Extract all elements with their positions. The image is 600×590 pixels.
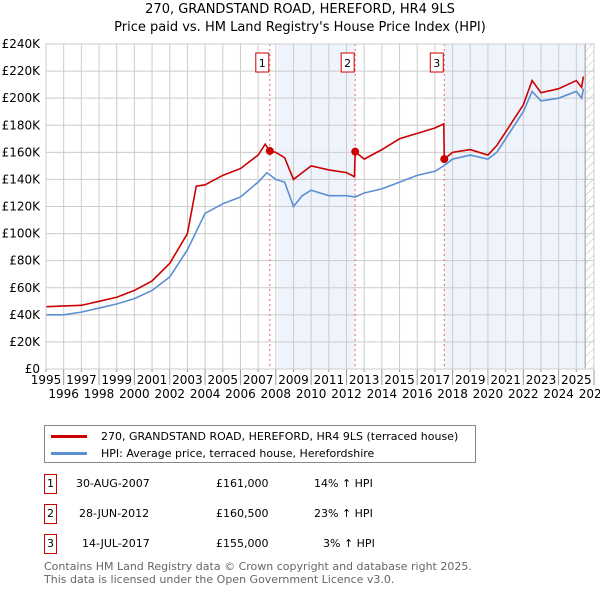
x-tick-label: 2014	[367, 387, 398, 401]
legend-label: HPI: Average price, terraced house, Here…	[101, 446, 375, 460]
table-row: 3 14-JUL-2017 £155,000 3% ↑ HPI	[44, 534, 444, 554]
x-tick-label: 1995	[31, 373, 62, 387]
y-tick-label: £120K	[2, 200, 42, 214]
plot-frame	[45, 43, 595, 370]
x-tick-label: 1999	[101, 373, 132, 387]
series-line-price	[45, 76, 585, 308]
x-tick-label: 2003	[172, 373, 203, 387]
sale-price: £155,000	[216, 537, 269, 550]
footer-line: This data is licensed under the Open Gov…	[44, 573, 395, 586]
x-tick-label: 2009	[278, 373, 309, 387]
legend-item-price: 270, GRANDSTAND ROAD, HEREFORD, HR4 9LS …	[45, 428, 458, 444]
x-tick-label: 2017	[420, 373, 451, 387]
x-tick-label: 2022	[508, 387, 539, 401]
x-tick-label: 2012	[331, 387, 362, 401]
x-tick-label: 1997	[66, 373, 97, 387]
sale-date: 30-AUG-2007	[76, 477, 150, 490]
y-tick-label: £140K	[2, 172, 42, 186]
x-tick-label: 2010	[296, 387, 327, 401]
sale-label-box	[340, 52, 355, 73]
sale-price: £161,000	[216, 477, 269, 490]
x-tick-label: 2019	[455, 373, 486, 387]
sale-label: 2	[344, 57, 351, 70]
sale-point	[265, 146, 274, 155]
x-tick-label: 1996	[48, 387, 79, 401]
x-tick-label: 2006	[225, 387, 256, 401]
y-tick-label: £200K	[2, 91, 42, 105]
sale-date: 28-JUN-2012	[79, 507, 150, 520]
x-tick-label: 2000	[119, 387, 150, 401]
x-tick-label: 2002	[154, 387, 185, 401]
x-tick-label: 2005	[208, 373, 239, 387]
y-tick-label: £160K	[2, 145, 42, 159]
x-tick-label: 2018	[437, 387, 468, 401]
y-tick-label: £40K	[9, 308, 41, 322]
sale-label: 3	[433, 57, 440, 70]
x-tick-label: 2016	[402, 387, 433, 401]
footer: Contains HM Land Registry data © Crown c…	[44, 560, 472, 586]
series-line-hpi	[46, 88, 585, 316]
x-tick-label: 2025	[561, 373, 592, 387]
sale-hpi: 23% ↑ HPI	[314, 507, 373, 520]
y-tick-label: £20K	[9, 335, 41, 349]
sale-marker-badge: 2	[44, 504, 57, 524]
chart-subtitle: Price paid vs. HM Land Registry's House …	[114, 20, 486, 35]
sale-hpi: 14% ↑ HPI	[314, 477, 373, 490]
table-row: 1 30-AUG-2007 £161,000 14% ↑ HPI	[44, 474, 444, 494]
x-tick-label: 2015	[384, 373, 415, 387]
sale-marker-badge: 1	[44, 474, 57, 494]
x-tick-label: 2013	[349, 373, 380, 387]
x-tick-label: 2023	[526, 373, 557, 387]
y-tick-label: £100K	[2, 227, 42, 241]
x-tick-label: 2011	[314, 373, 345, 387]
x-tick-label: 1998	[84, 387, 115, 401]
sale-label-box	[429, 52, 444, 73]
x-tick-label: 2026	[579, 387, 600, 401]
legend-label: 270, GRANDSTAND ROAD, HEREFORD, HR4 9LS …	[101, 429, 459, 443]
sale-hpi: 3% ↑ HPI	[323, 537, 375, 550]
x-tick-label: 2001	[137, 373, 168, 387]
chart-title: 270, GRANDSTAND ROAD, HEREFORD, HR4 9LS	[145, 2, 455, 17]
x-tick-label: 2004	[190, 387, 221, 401]
y-tick-label: £240K	[2, 37, 42, 51]
y-tick-label: £0	[25, 362, 40, 376]
sale-price: £160,500	[216, 507, 269, 520]
legend: 270, GRANDSTAND ROAD, HEREFORD, HR4 9LS …	[44, 425, 476, 463]
y-tick-label: £180K	[2, 118, 42, 132]
sale-label-box	[255, 52, 270, 73]
x-tick-label: 2021	[490, 373, 521, 387]
x-tick-label: 2024	[543, 387, 574, 401]
table-row: 2 28-JUN-2012 £160,500 23% ↑ HPI	[44, 504, 444, 524]
legend-item-hpi: HPI: Average price, terraced house, Here…	[45, 445, 374, 461]
plot-area: 1995199619971998199920002001200220032004…	[2, 37, 600, 401]
x-tick-label: 2008	[261, 387, 292, 401]
sale-date: 14-JUL-2017	[82, 537, 150, 550]
y-tick-label: £60K	[9, 281, 41, 295]
x-tick-label: 2020	[473, 387, 504, 401]
y-tick-label: £80K	[9, 254, 41, 268]
sale-point	[440, 155, 449, 164]
sale-marker-badge: 3	[44, 534, 57, 554]
sale-point	[351, 147, 360, 156]
x-tick-label: 2007	[243, 373, 274, 387]
sale-label: 1	[259, 57, 266, 70]
y-tick-label: £220K	[2, 64, 42, 78]
footer-line: Contains HM Land Registry data © Crown c…	[44, 560, 472, 573]
